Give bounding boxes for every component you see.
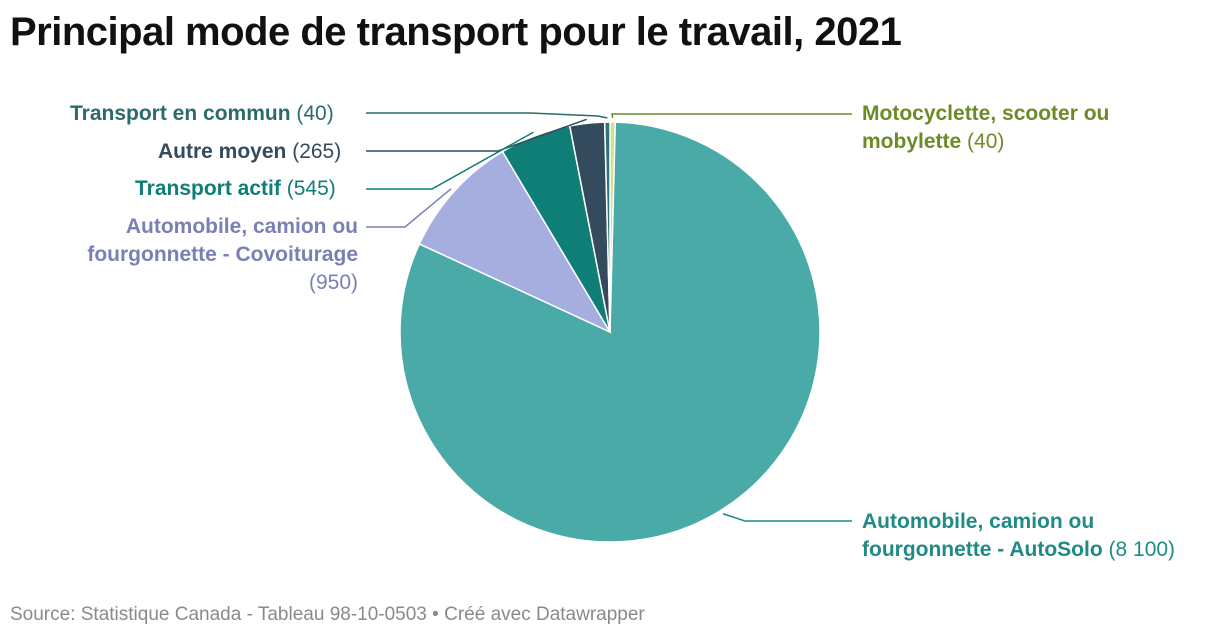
credit-link[interactable]: Créé avec Datawrapper xyxy=(444,604,645,625)
label-covoiturage: Automobile, camion ou fourgonnette - Cov… xyxy=(40,213,358,297)
chart-title: Principal mode de transport pour le trav… xyxy=(10,10,902,54)
label-transport-actif: Transport actif (545) xyxy=(135,175,336,203)
label-name: Transport en commun xyxy=(70,102,291,125)
source-text: Source: Statistique Canada - Tableau 98-… xyxy=(10,604,427,625)
leader-line-4 xyxy=(366,112,608,119)
label-value: (40) xyxy=(296,102,334,125)
footer-source: Source: Statistique Canada - Tableau 98-… xyxy=(10,604,645,626)
label-value: (265) xyxy=(292,140,342,163)
label-value: (40) xyxy=(967,130,1005,153)
label-transport-en-commun: Transport en commun (40) xyxy=(70,100,334,128)
pie-slice-1[interactable] xyxy=(418,150,612,334)
label-name: Transport actif xyxy=(135,177,281,200)
label-value: (950) xyxy=(308,271,358,294)
leader-line-3 xyxy=(366,118,587,152)
label-autosolo: Automobile, camion ou fourgonnette - Aut… xyxy=(862,508,1212,564)
label-name: Automobile, camion ou fourgonnette - Aut… xyxy=(862,510,1103,561)
label-value: (8 100) xyxy=(1108,538,1176,561)
separator-dot: • xyxy=(432,604,439,625)
label-autre-moyen: Autre moyen (265) xyxy=(158,138,341,166)
label-value: (545) xyxy=(286,177,336,200)
label-name: Motocyclette, scooter ou mobylette xyxy=(862,102,1110,153)
label-motocyclette: Motocyclette, scooter ou mobylette (40) xyxy=(862,100,1162,156)
leader-line-1 xyxy=(366,188,452,228)
leader-line-5 xyxy=(611,113,852,119)
pie-slice-4[interactable] xyxy=(603,121,611,333)
leader-line-0 xyxy=(722,513,852,522)
label-name: Automobile, camion ou fourgonnette - Cov… xyxy=(87,215,358,266)
label-name: Autre moyen xyxy=(158,140,287,163)
leader-line-2 xyxy=(366,131,534,190)
